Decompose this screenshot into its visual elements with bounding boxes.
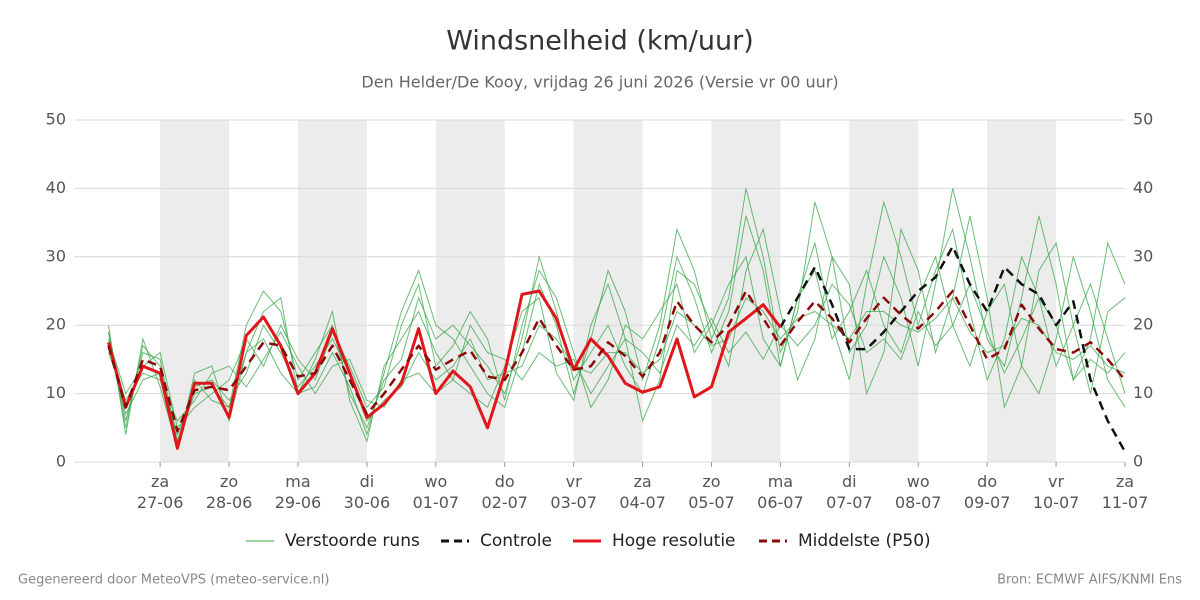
y-tick-label: 0 xyxy=(56,452,66,471)
x-tick-label: za 04-07 xyxy=(619,472,666,512)
y-tick-label: 30 xyxy=(46,246,66,265)
day-band xyxy=(849,120,919,462)
legend-item: Controle xyxy=(441,531,552,551)
day-band xyxy=(987,120,1057,462)
legend-item: Middelste (P50) xyxy=(759,531,931,551)
x-tick-label: do 02-07 xyxy=(481,472,528,512)
x-tick-label: zo 28-06 xyxy=(206,472,253,512)
x-tick-label: za 11-07 xyxy=(1102,472,1149,512)
y2-tick-label: 30 xyxy=(1133,246,1153,265)
y2-tick-label: 40 xyxy=(1133,178,1153,197)
x-tick-label: vr 10-07 xyxy=(1033,472,1080,512)
x-tick-label: wo 01-07 xyxy=(413,472,460,512)
ensemble-run xyxy=(108,188,1126,444)
y-tick-label: 10 xyxy=(46,383,66,402)
x-tick-label: di 30-06 xyxy=(344,472,391,512)
x-tick-label: do 09-07 xyxy=(964,472,1011,512)
day-band xyxy=(711,120,781,462)
y2-tick-label: 50 xyxy=(1133,110,1153,129)
chart-subtitle: Den Helder/De Kooy, vrijdag 26 juni 2026… xyxy=(361,73,838,92)
legend-label: Verstoorde runs xyxy=(285,531,420,551)
legend-item: Hoge resolutie xyxy=(573,531,736,551)
series-line xyxy=(107,289,782,450)
series-line xyxy=(107,289,1126,433)
y-tick-label: 40 xyxy=(46,178,66,197)
ensemble-run xyxy=(108,200,1126,442)
y2-tick-label: 20 xyxy=(1133,315,1153,334)
day-band xyxy=(573,120,643,462)
chart-title: Windsnelheid (km/uur) xyxy=(446,26,754,57)
x-tick-label: zo 05-07 xyxy=(688,472,735,512)
y2-tick-label: 0 xyxy=(1133,452,1143,471)
legend-label: Middelste (P50) xyxy=(798,531,931,551)
x-tick-label: ma 06-07 xyxy=(757,472,804,512)
series-line xyxy=(779,245,1127,453)
x-tick-label: ma 29-06 xyxy=(275,472,322,512)
ensemble-run xyxy=(108,215,1126,449)
y-tick-label: 50 xyxy=(46,110,66,129)
legend-label: Hoge resolutie xyxy=(612,531,736,551)
y2-tick-label: 10 xyxy=(1133,383,1153,402)
footer-right: Bron: ECMWF AIFS/KNMI Ens xyxy=(997,573,1182,588)
legend-label: Controle xyxy=(480,531,552,551)
y-tick-label: 20 xyxy=(46,315,66,334)
footer-left: Gegenereerd door MeteoVPS (meteo-service… xyxy=(18,573,329,588)
x-tick-label: di 07-07 xyxy=(826,472,873,512)
legend-item: Verstoorde runs xyxy=(246,531,420,551)
x-tick-label: za 27-06 xyxy=(137,472,184,512)
ensemble-run xyxy=(108,296,1126,437)
x-tick-label: wo 08-07 xyxy=(895,472,942,512)
day-band xyxy=(297,120,367,462)
x-tick-label: vr 03-07 xyxy=(550,472,597,512)
